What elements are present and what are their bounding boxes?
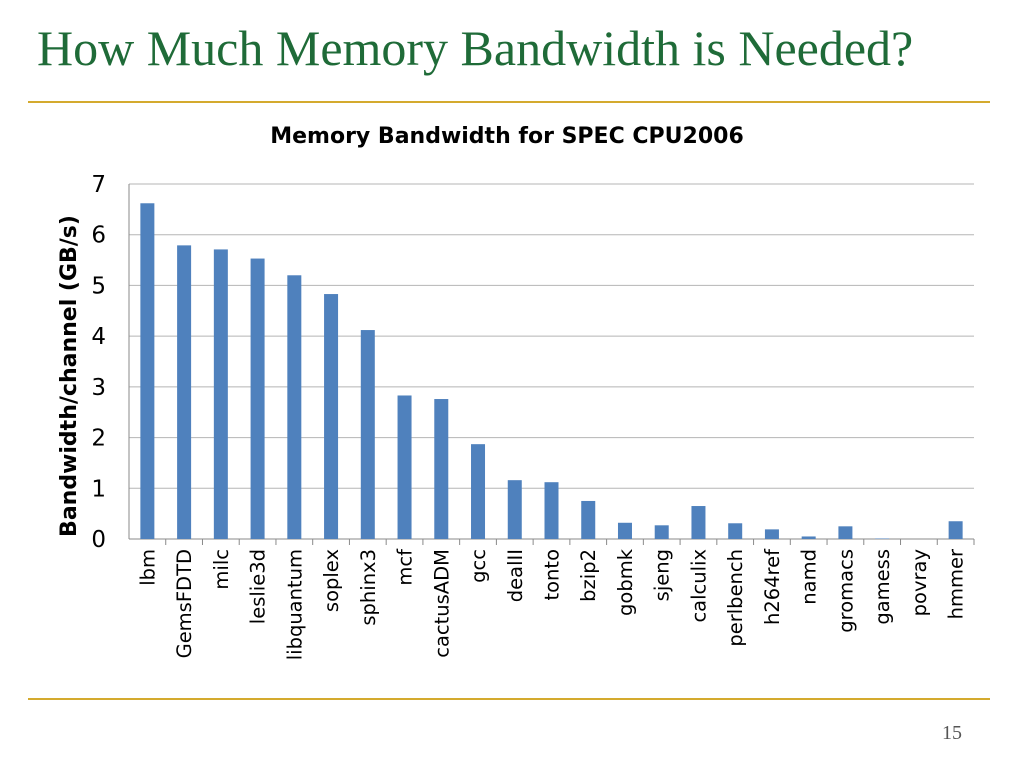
bar-lbm	[140, 203, 155, 539]
bar-cactusADM	[434, 399, 449, 539]
x-tick-label: mcf	[394, 548, 417, 586]
x-tick-label: leslie3d	[247, 549, 270, 624]
x-tick-label: perlbench	[724, 549, 747, 647]
y-tick-label: 4	[91, 324, 106, 350]
bar-sphinx3	[360, 330, 375, 539]
bar-gromacs	[838, 526, 853, 539]
x-tick-label: sjeng	[651, 549, 674, 601]
bar-bzip2	[581, 500, 596, 539]
x-axis-ticks: lbm GemsFDTD milc leslie3d libquantum soplex s…	[136, 548, 967, 660]
bar-soplex	[324, 294, 339, 539]
page-number: 15	[942, 722, 962, 744]
bar-sjeng	[654, 525, 669, 539]
bar-gamess	[875, 538, 890, 539]
x-tick-label: hmmer	[945, 548, 968, 619]
bar-leslie3d	[250, 258, 265, 539]
x-tick-label: sphinx3	[357, 549, 380, 626]
x-tick-label: GemsFDTD	[173, 549, 196, 658]
bar-tonto	[544, 482, 559, 539]
bar-gcc	[471, 444, 486, 539]
bar-milc	[213, 249, 228, 539]
x-tick-label: gobmk	[614, 548, 637, 616]
x-tick-label: povray	[908, 549, 931, 616]
y-tick-label: 1	[91, 476, 106, 502]
chart-grid	[128, 183, 975, 545]
x-tick-label: libquantum	[283, 549, 306, 660]
x-tick-label: gcc	[467, 549, 490, 583]
chart-title: Memory Bandwidth for SPEC CPU2006	[270, 124, 744, 149]
x-tick-label: tonto	[541, 549, 564, 601]
bar-calculix	[691, 506, 706, 539]
bar-dealII	[507, 480, 522, 539]
y-axis-label: Bandwidth/channel (GB/s)	[57, 215, 82, 537]
bar-mcf	[397, 395, 412, 539]
x-tick-label: lbm	[136, 549, 159, 586]
chart-bars	[140, 203, 963, 539]
x-tick-label: milc	[210, 549, 233, 590]
bar-GemsFDTD	[177, 245, 192, 539]
bar-namd	[801, 536, 816, 539]
x-tick-label: cactusADM	[430, 549, 453, 658]
x-tick-label: soplex	[320, 549, 343, 612]
bar-gobmk	[617, 522, 632, 539]
x-tick-label: gamess	[871, 549, 894, 625]
top-divider	[28, 101, 990, 103]
bar-hmmer	[948, 521, 963, 539]
x-tick-label: dealII	[504, 549, 527, 602]
y-tick-label: 2	[91, 426, 106, 452]
x-tick-label: calculix	[687, 549, 710, 623]
y-axis-ticks: 0 1 2 3 4 5 6 7	[91, 172, 106, 553]
x-tick-label: namd	[798, 549, 821, 605]
y-tick-label: 5	[91, 273, 106, 299]
bottom-divider	[28, 698, 990, 700]
y-tick-label: 6	[91, 223, 106, 249]
x-tick-label: h264ref	[761, 548, 784, 625]
x-tick-label: gromacs	[834, 549, 857, 633]
x-tick-label: bzip2	[577, 549, 600, 602]
y-tick-label: 7	[91, 172, 106, 198]
bar-perlbench	[728, 523, 743, 539]
bar-h264ref	[764, 529, 779, 539]
slide-title: How Much Memory Bandwidth is Needed?	[37, 20, 914, 76]
bar-libquantum	[287, 275, 302, 539]
y-tick-label: 3	[91, 375, 106, 401]
y-tick-label: 0	[91, 527, 106, 553]
